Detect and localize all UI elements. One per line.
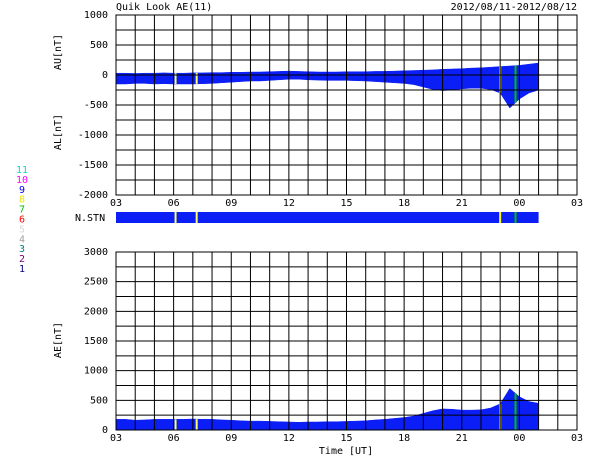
x-tick-label: 03: [110, 433, 122, 444]
x-tick-label: 03: [110, 198, 122, 209]
y-tick-label: -2000: [78, 190, 108, 201]
x-tick-label: 09: [225, 433, 237, 444]
y-tick-label: 0: [102, 70, 108, 81]
x-tick-label: 18: [398, 198, 410, 209]
x-tick-label: 00: [513, 198, 525, 209]
station-legend-label: 1: [19, 264, 25, 275]
x-tick-label: 03: [571, 198, 583, 209]
y-tick-label: 2500: [84, 277, 108, 288]
x-tick-label: 09: [225, 198, 237, 209]
station-legend-label: 9: [19, 185, 25, 196]
series-layer: [115, 62, 539, 109]
area: [115, 388, 539, 431]
station-legend-label: 7: [19, 205, 25, 216]
y-tick-label: 500: [90, 40, 108, 51]
y-tick-label: 1500: [84, 336, 108, 347]
x-tick-label: 21: [456, 198, 468, 209]
x-tick-label: 21: [456, 433, 468, 444]
station-legend-label: 8: [19, 195, 25, 206]
plot-frame: [115, 251, 578, 431]
station-bar: [116, 212, 539, 223]
x-tick-label: 15: [340, 198, 352, 209]
station-legend-label: 2: [19, 254, 25, 265]
y-axis-label: AL[nT]: [53, 114, 64, 150]
station-legend-label: 3: [19, 244, 25, 255]
y-tick-label: 0: [102, 425, 108, 436]
area: [115, 62, 539, 76]
y-axis-label: AU[nT]: [53, 34, 64, 70]
station-legend-label: 10: [16, 175, 28, 186]
y-tick-label: 1000: [84, 10, 108, 21]
station-legend-label: 6: [19, 215, 25, 226]
area: [115, 74, 539, 109]
plot-frame: [115, 14, 578, 196]
x-axis-label: Time [UT]: [319, 446, 373, 457]
series-layer: [115, 388, 539, 431]
chart-title: Quik Look AE(11): [116, 2, 212, 13]
y-tick-label: 1000: [84, 366, 108, 377]
x-tick-label: 15: [340, 433, 352, 444]
station-label: N.STN: [75, 213, 105, 224]
station-legend-label: 4: [19, 234, 25, 245]
y-tick-label: -500: [84, 100, 108, 111]
station-legend-label: 5: [19, 224, 25, 235]
x-tick-label: 18: [398, 433, 410, 444]
y-tick-label: -1000: [78, 130, 108, 141]
y-tick-label: 3000: [84, 247, 108, 258]
y-axis-label: AE[nT]: [53, 322, 64, 358]
station-legend-label: 11: [16, 165, 28, 176]
x-tick-label: 03: [571, 433, 583, 444]
chart-date: 2012/08/11-2012/08/12: [451, 2, 577, 13]
y-tick-label: -1500: [78, 160, 108, 171]
y-tick-label: 500: [90, 395, 108, 406]
x-tick-label: 06: [168, 198, 180, 209]
x-tick-label: 06: [168, 433, 180, 444]
x-tick-label: 12: [283, 433, 295, 444]
x-tick-label: 00: [513, 433, 525, 444]
y-tick-label: 2000: [84, 306, 108, 317]
x-tick-label: 12: [283, 198, 295, 209]
